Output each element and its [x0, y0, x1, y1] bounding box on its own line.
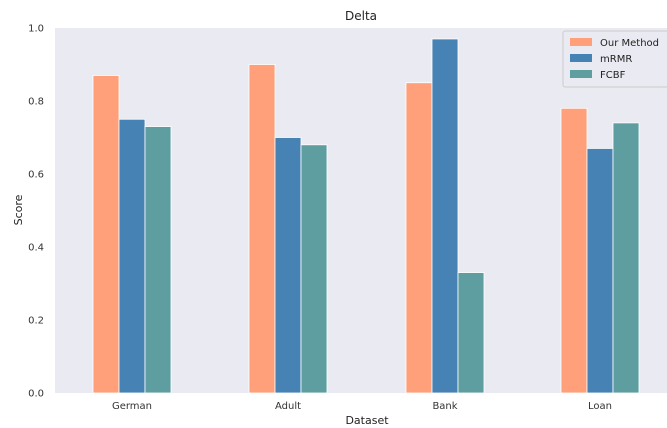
- bar-mrmr-german: [118, 118, 146, 394]
- bar-mrmr-adult: [274, 137, 302, 394]
- x-tick-label: Bank: [432, 401, 457, 412]
- y-tick-label: 0.0: [28, 389, 44, 400]
- y-axis-ticks: 0.0 0.2 0.4 0.6 0.8 1.0: [28, 24, 44, 400]
- y-tick-label: 1.0: [28, 24, 44, 35]
- bar-fcbf-bank: [457, 272, 485, 394]
- legend-label: mRMR: [600, 54, 632, 65]
- bar-fcbf-loan: [612, 122, 640, 394]
- bar-our-method-bank: [405, 82, 433, 394]
- bar-our-method-loan: [560, 107, 588, 394]
- x-tick-label: Adult: [275, 401, 301, 412]
- x-tick-label: German: [112, 401, 152, 412]
- y-tick-label: 0.2: [28, 316, 44, 327]
- bar-fcbf-german: [144, 126, 172, 394]
- legend-swatch: [570, 70, 592, 78]
- legend-swatch: [570, 54, 592, 62]
- bar-mrmr-bank: [431, 38, 459, 394]
- bar-fcbf-adult: [300, 144, 328, 394]
- bar-our-method-adult: [248, 64, 276, 394]
- x-tick-label: Loan: [588, 401, 612, 412]
- x-axis-ticks: German Adult Bank Loan: [112, 401, 612, 412]
- y-tick-label: 0.8: [28, 97, 44, 108]
- legend-label: FCBF: [600, 70, 626, 81]
- bars-group: [92, 38, 640, 394]
- y-tick-label: 0.4: [28, 243, 44, 254]
- bar-mrmr-loan: [586, 148, 614, 394]
- y-tick-label: 0.6: [28, 170, 44, 181]
- legend-label: Our Method: [600, 38, 659, 49]
- bar-our-method-german: [92, 75, 120, 394]
- legend-swatch: [570, 38, 592, 46]
- y-axis-label: Score: [12, 194, 25, 225]
- chart-title: Delta: [345, 9, 377, 23]
- x-axis-label: Dataset: [345, 414, 389, 427]
- legend: Our Method mRMR FCBF: [562, 30, 667, 88]
